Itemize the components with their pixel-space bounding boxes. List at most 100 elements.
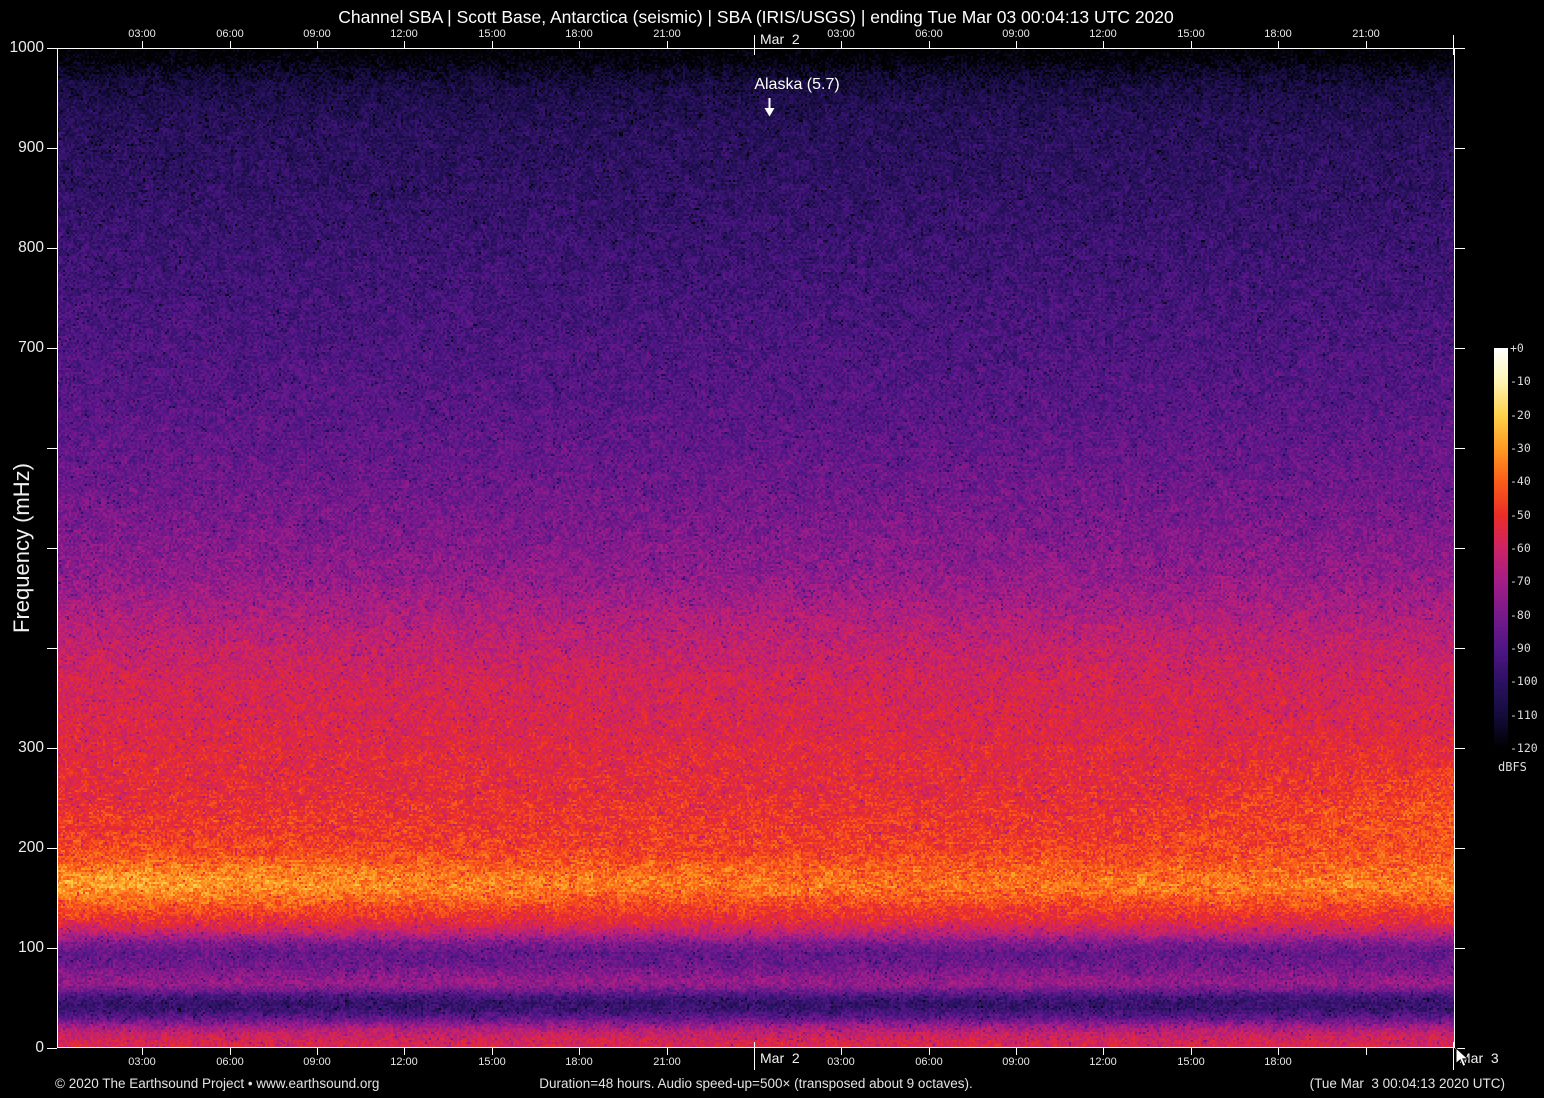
top-axis-tick — [142, 41, 143, 48]
frequency-tick-label: 800 — [18, 239, 44, 256]
bottom-axis-tick — [754, 1042, 755, 1070]
colorbar-tick-label: -10 — [1510, 374, 1531, 389]
time-tick-label: 12:00 — [390, 1056, 418, 1068]
frequency-tick-label: 300 — [18, 739, 44, 756]
colorbar-tick-label: -80 — [1510, 607, 1531, 622]
colorbar-unit-label: dBFS — [1498, 760, 1527, 774]
top-axis-tick — [754, 35, 755, 55]
top-axis-tick — [230, 41, 231, 48]
top-axis-tick — [1016, 41, 1017, 48]
frequency-tick-label: 900 — [18, 139, 44, 156]
bottom-axis-tick — [1016, 1048, 1017, 1055]
bottom-axis-tick — [404, 1048, 405, 1055]
colorbar-tick-label: -60 — [1510, 541, 1531, 555]
bottom-axis-tick — [929, 1048, 930, 1055]
frequency-tick — [47, 748, 57, 749]
colorbar-tick-label: -90 — [1510, 641, 1531, 655]
time-tick-label: 21:00 — [653, 28, 681, 40]
frequency-tick — [1455, 748, 1465, 749]
top-axis-tick — [492, 41, 493, 48]
frequency-tick — [1455, 48, 1465, 49]
time-tick-label: 12:00 — [1089, 1056, 1117, 1068]
y-axis-label: Frequency (mHz) — [9, 463, 34, 633]
time-tick-label: 18:00 — [1264, 1056, 1292, 1068]
top-axis-tick — [1453, 35, 1454, 55]
duration-footer: Duration=48 hours. Audio speed-up=500× (… — [539, 1076, 973, 1091]
frequency-tick — [1455, 948, 1465, 949]
bottom-axis-tick — [1453, 1042, 1454, 1070]
frequency-tick-label: 1000 — [9, 39, 44, 56]
time-tick-label: Mar 3 — [1459, 1050, 1499, 1066]
time-tick-label: 03:00 — [827, 28, 855, 40]
time-tick-label: 06:00 — [915, 28, 943, 40]
frequency-tick-label: 200 — [18, 839, 44, 856]
time-tick-label: 09:00 — [303, 1056, 331, 1068]
bottom-axis-tick — [230, 1048, 231, 1055]
frequency-tick — [1455, 848, 1465, 849]
time-tick-label: 06:00 — [915, 1056, 943, 1068]
bottom-axis-tick — [1103, 1048, 1104, 1055]
frequency-tick — [1455, 248, 1465, 249]
frequency-tick — [47, 448, 57, 449]
bottom-axis-tick — [1278, 1048, 1279, 1055]
top-axis-tick — [1366, 41, 1367, 48]
time-tick-label: Mar 2 — [760, 31, 800, 47]
top-axis-tick — [929, 41, 930, 48]
time-tick-label: 06:00 — [216, 28, 244, 40]
bottom-axis-tick — [667, 1048, 668, 1055]
colorbar-tick-label: -20 — [1510, 407, 1531, 422]
time-tick-label: 15:00 — [478, 1056, 506, 1068]
time-tick-label: 09:00 — [303, 28, 331, 40]
copyright-footer: © 2020 The Earthsound Project • www.eart… — [55, 1076, 380, 1091]
frequency-tick — [47, 148, 57, 149]
frequency-tick — [47, 48, 57, 49]
frequency-tick — [1455, 1048, 1465, 1049]
top-axis-tick — [579, 41, 580, 48]
mouse-cursor-icon — [1455, 1047, 1469, 1067]
time-tick-label: 03:00 — [827, 1056, 855, 1068]
time-tick-label: 09:00 — [1002, 1056, 1030, 1068]
time-tick-label: 18:00 — [565, 28, 593, 40]
spectrogram-canvas — [57, 48, 1455, 1048]
time-tick-label: 03:00 — [128, 28, 156, 40]
frequency-tick — [47, 348, 57, 349]
top-axis-tick — [1103, 41, 1104, 48]
time-tick-label: Mar 2 — [760, 1050, 800, 1066]
top-axis-tick — [317, 41, 318, 48]
time-tick-label: 09:00 — [1002, 28, 1030, 40]
time-tick-label: 12:00 — [1089, 28, 1117, 40]
frequency-tick — [47, 648, 57, 649]
spectrogram-plot-area: 03:00 06:00 09:00 12:00 15:00 18:00 21:00 Mar 2… — [47, 28, 1499, 1070]
time-tick-label: 12:00 — [390, 28, 418, 40]
colorbar-tick-label: +0 — [1510, 341, 1524, 355]
bottom-axis-tick — [317, 1048, 318, 1055]
bottom-axis-tick — [142, 1048, 143, 1055]
bottom-axis-tick — [841, 1048, 842, 1055]
top-axis-tick — [667, 41, 668, 48]
time-tick-label: 21:00 — [653, 1056, 681, 1068]
colorbar-tick-label: -30 — [1510, 441, 1531, 455]
time-tick-label: 06:00 — [216, 1056, 244, 1068]
time-tick-label: 15:00 — [1177, 28, 1205, 40]
top-axis-tick — [1191, 41, 1192, 48]
frequency-tick — [47, 948, 57, 949]
time-tick-label: 18:00 — [1264, 28, 1292, 40]
top-axis-tick — [841, 41, 842, 48]
top-axis-tick — [404, 41, 405, 48]
colorbar-gradient — [1494, 348, 1508, 748]
frequency-tick-label: 700 — [18, 339, 44, 356]
frequency-tick — [47, 848, 57, 849]
frequency-tick — [47, 248, 57, 249]
frequency-tick — [1455, 448, 1465, 449]
frequency-tick — [47, 548, 57, 549]
time-tick-label: 21:00 — [1352, 28, 1380, 40]
bottom-axis-tick — [492, 1048, 493, 1055]
event-annotation-label: Alaska (5.7) — [754, 76, 840, 93]
frequency-tick — [47, 1048, 57, 1049]
time-tick-label: 15:00 — [478, 28, 506, 40]
colorbar-tick-label: -40 — [1510, 474, 1531, 489]
bottom-axis-tick — [579, 1048, 580, 1055]
time-tick-label: 15:00 — [1177, 1056, 1205, 1068]
top-axis-tick — [1278, 41, 1279, 48]
